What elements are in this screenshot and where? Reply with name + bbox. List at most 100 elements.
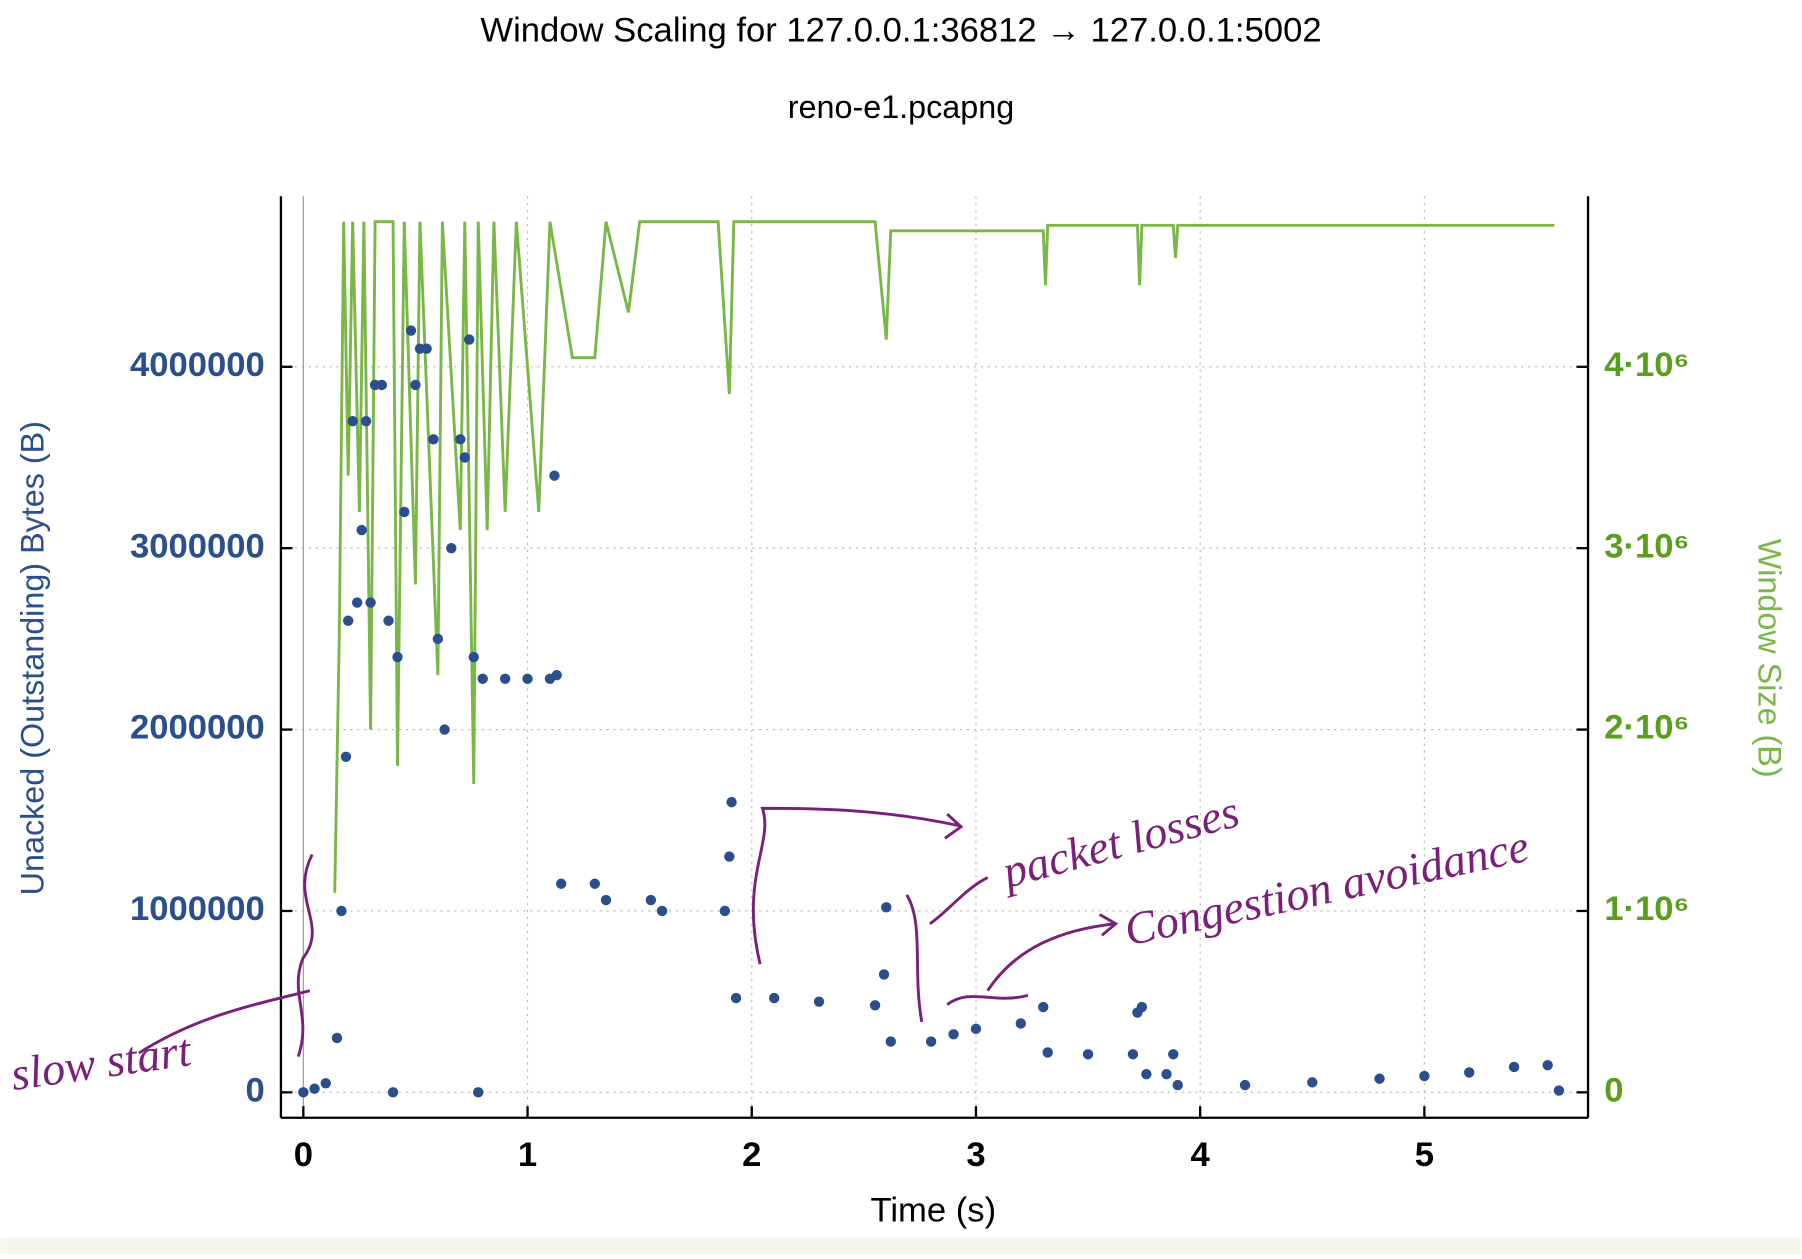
data-point	[724, 851, 735, 862]
data-point	[399, 506, 410, 518]
data-point	[1307, 1077, 1318, 1088]
data-point	[589, 878, 601, 889]
x-tick-label: 1	[518, 1136, 537, 1174]
y-tick-label: 3000000	[130, 527, 265, 565]
data-point	[1172, 1079, 1183, 1091]
data-point	[1015, 1018, 1027, 1029]
data-point	[1042, 1047, 1053, 1058]
data-point	[1508, 1061, 1520, 1073]
data-point	[499, 673, 511, 684]
data-point	[468, 651, 479, 663]
data-point	[549, 470, 560, 481]
data-point	[376, 379, 388, 391]
y2-tick-label: 3·10⁶	[1604, 527, 1689, 565]
y-tick-label: 1000000	[130, 890, 265, 928]
data-point	[347, 416, 358, 427]
data-point	[1161, 1069, 1172, 1080]
data-point	[340, 751, 352, 762]
data-point	[768, 992, 780, 1004]
data-point	[351, 597, 363, 608]
data-point	[298, 1087, 309, 1098]
data-point	[336, 905, 347, 917]
data-point	[1542, 1059, 1553, 1071]
data-point	[439, 724, 450, 735]
data-point	[356, 524, 367, 536]
x-tick-label: 2	[742, 1136, 761, 1174]
data-point	[645, 894, 657, 906]
data-point	[331, 1032, 343, 1044]
data-point	[522, 673, 533, 684]
data-point	[309, 1083, 320, 1094]
data-point	[600, 894, 612, 906]
data-point	[1082, 1049, 1094, 1060]
data-point	[1464, 1067, 1475, 1078]
data-point	[1419, 1070, 1430, 1082]
data-point	[555, 878, 567, 889]
data-point	[432, 633, 444, 645]
y2-tick-label: 0	[1604, 1072, 1623, 1110]
chart-subtitle: reno-e1.pcapng	[788, 89, 1014, 125]
data-point	[719, 905, 731, 917]
data-point	[730, 992, 742, 1004]
y2-axis-label: Window Size (B)	[1751, 539, 1787, 778]
data-point	[726, 796, 737, 808]
annotation-arrow	[138, 853, 314, 1058]
data-point	[1374, 1073, 1385, 1084]
data-point	[1553, 1085, 1565, 1096]
footer-strip	[0, 1237, 1802, 1254]
data-point	[656, 905, 668, 917]
x-tick-label: 4	[1191, 1136, 1211, 1174]
data-point	[405, 325, 417, 336]
data-point	[1239, 1079, 1251, 1091]
y2-tick-label: 2·10⁶	[1604, 709, 1689, 747]
data-point	[383, 615, 394, 626]
data-point	[881, 902, 892, 913]
x-tick-label: 5	[1415, 1136, 1434, 1174]
y2-tick-label: 1·10⁶	[1604, 890, 1689, 928]
chart-title: Window Scaling for 127.0.0.1:36812 → 127…	[480, 11, 1321, 49]
y-axis-label: Unacked (Outstanding) Bytes (B)	[15, 421, 51, 895]
window-line	[333, 220, 1555, 893]
data-point	[446, 542, 457, 554]
data-point	[387, 1087, 399, 1098]
data-point	[551, 669, 562, 681]
data-point	[869, 1000, 881, 1011]
data-point	[970, 1023, 982, 1035]
data-point	[477, 673, 488, 684]
data-point	[342, 615, 354, 626]
data-point	[1141, 1069, 1152, 1080]
data-point	[1127, 1049, 1139, 1060]
x-axis-label: Time (s)	[871, 1192, 997, 1230]
y2-tick-label: 4·10⁶	[1604, 346, 1689, 384]
data-point	[421, 343, 432, 354]
y-tick-label: 0	[245, 1072, 264, 1110]
annotation-arrow	[946, 913, 1119, 1006]
data-point	[925, 1036, 937, 1047]
data-point	[1038, 1001, 1049, 1013]
data-point	[948, 1029, 959, 1040]
y-tick-label: 4000000	[130, 346, 265, 384]
plot-area: 0 1000000 2000000 3000000 4000000 0 1·10⁶ 2·10⁶…	[130, 196, 1689, 1174]
data-point	[464, 334, 475, 345]
data-point	[410, 379, 421, 391]
data-point	[1136, 1001, 1148, 1013]
data-point	[885, 1036, 896, 1047]
y-tick-label: 2000000	[130, 709, 265, 747]
data-point	[392, 651, 403, 663]
x-tick-label: 3	[966, 1136, 985, 1174]
data-point	[360, 416, 372, 427]
data-point	[320, 1078, 331, 1089]
data-point	[813, 996, 825, 1007]
data-point	[365, 597, 376, 608]
data-point	[455, 434, 466, 445]
annotation-arrow	[751, 806, 989, 1023]
annotation: packet losses	[994, 785, 1244, 898]
data-point	[473, 1087, 484, 1098]
data-point	[1168, 1049, 1179, 1060]
data-point	[459, 452, 470, 463]
data-point	[878, 969, 890, 980]
x-tick-label: 0	[294, 1136, 313, 1174]
data-point	[428, 434, 439, 445]
